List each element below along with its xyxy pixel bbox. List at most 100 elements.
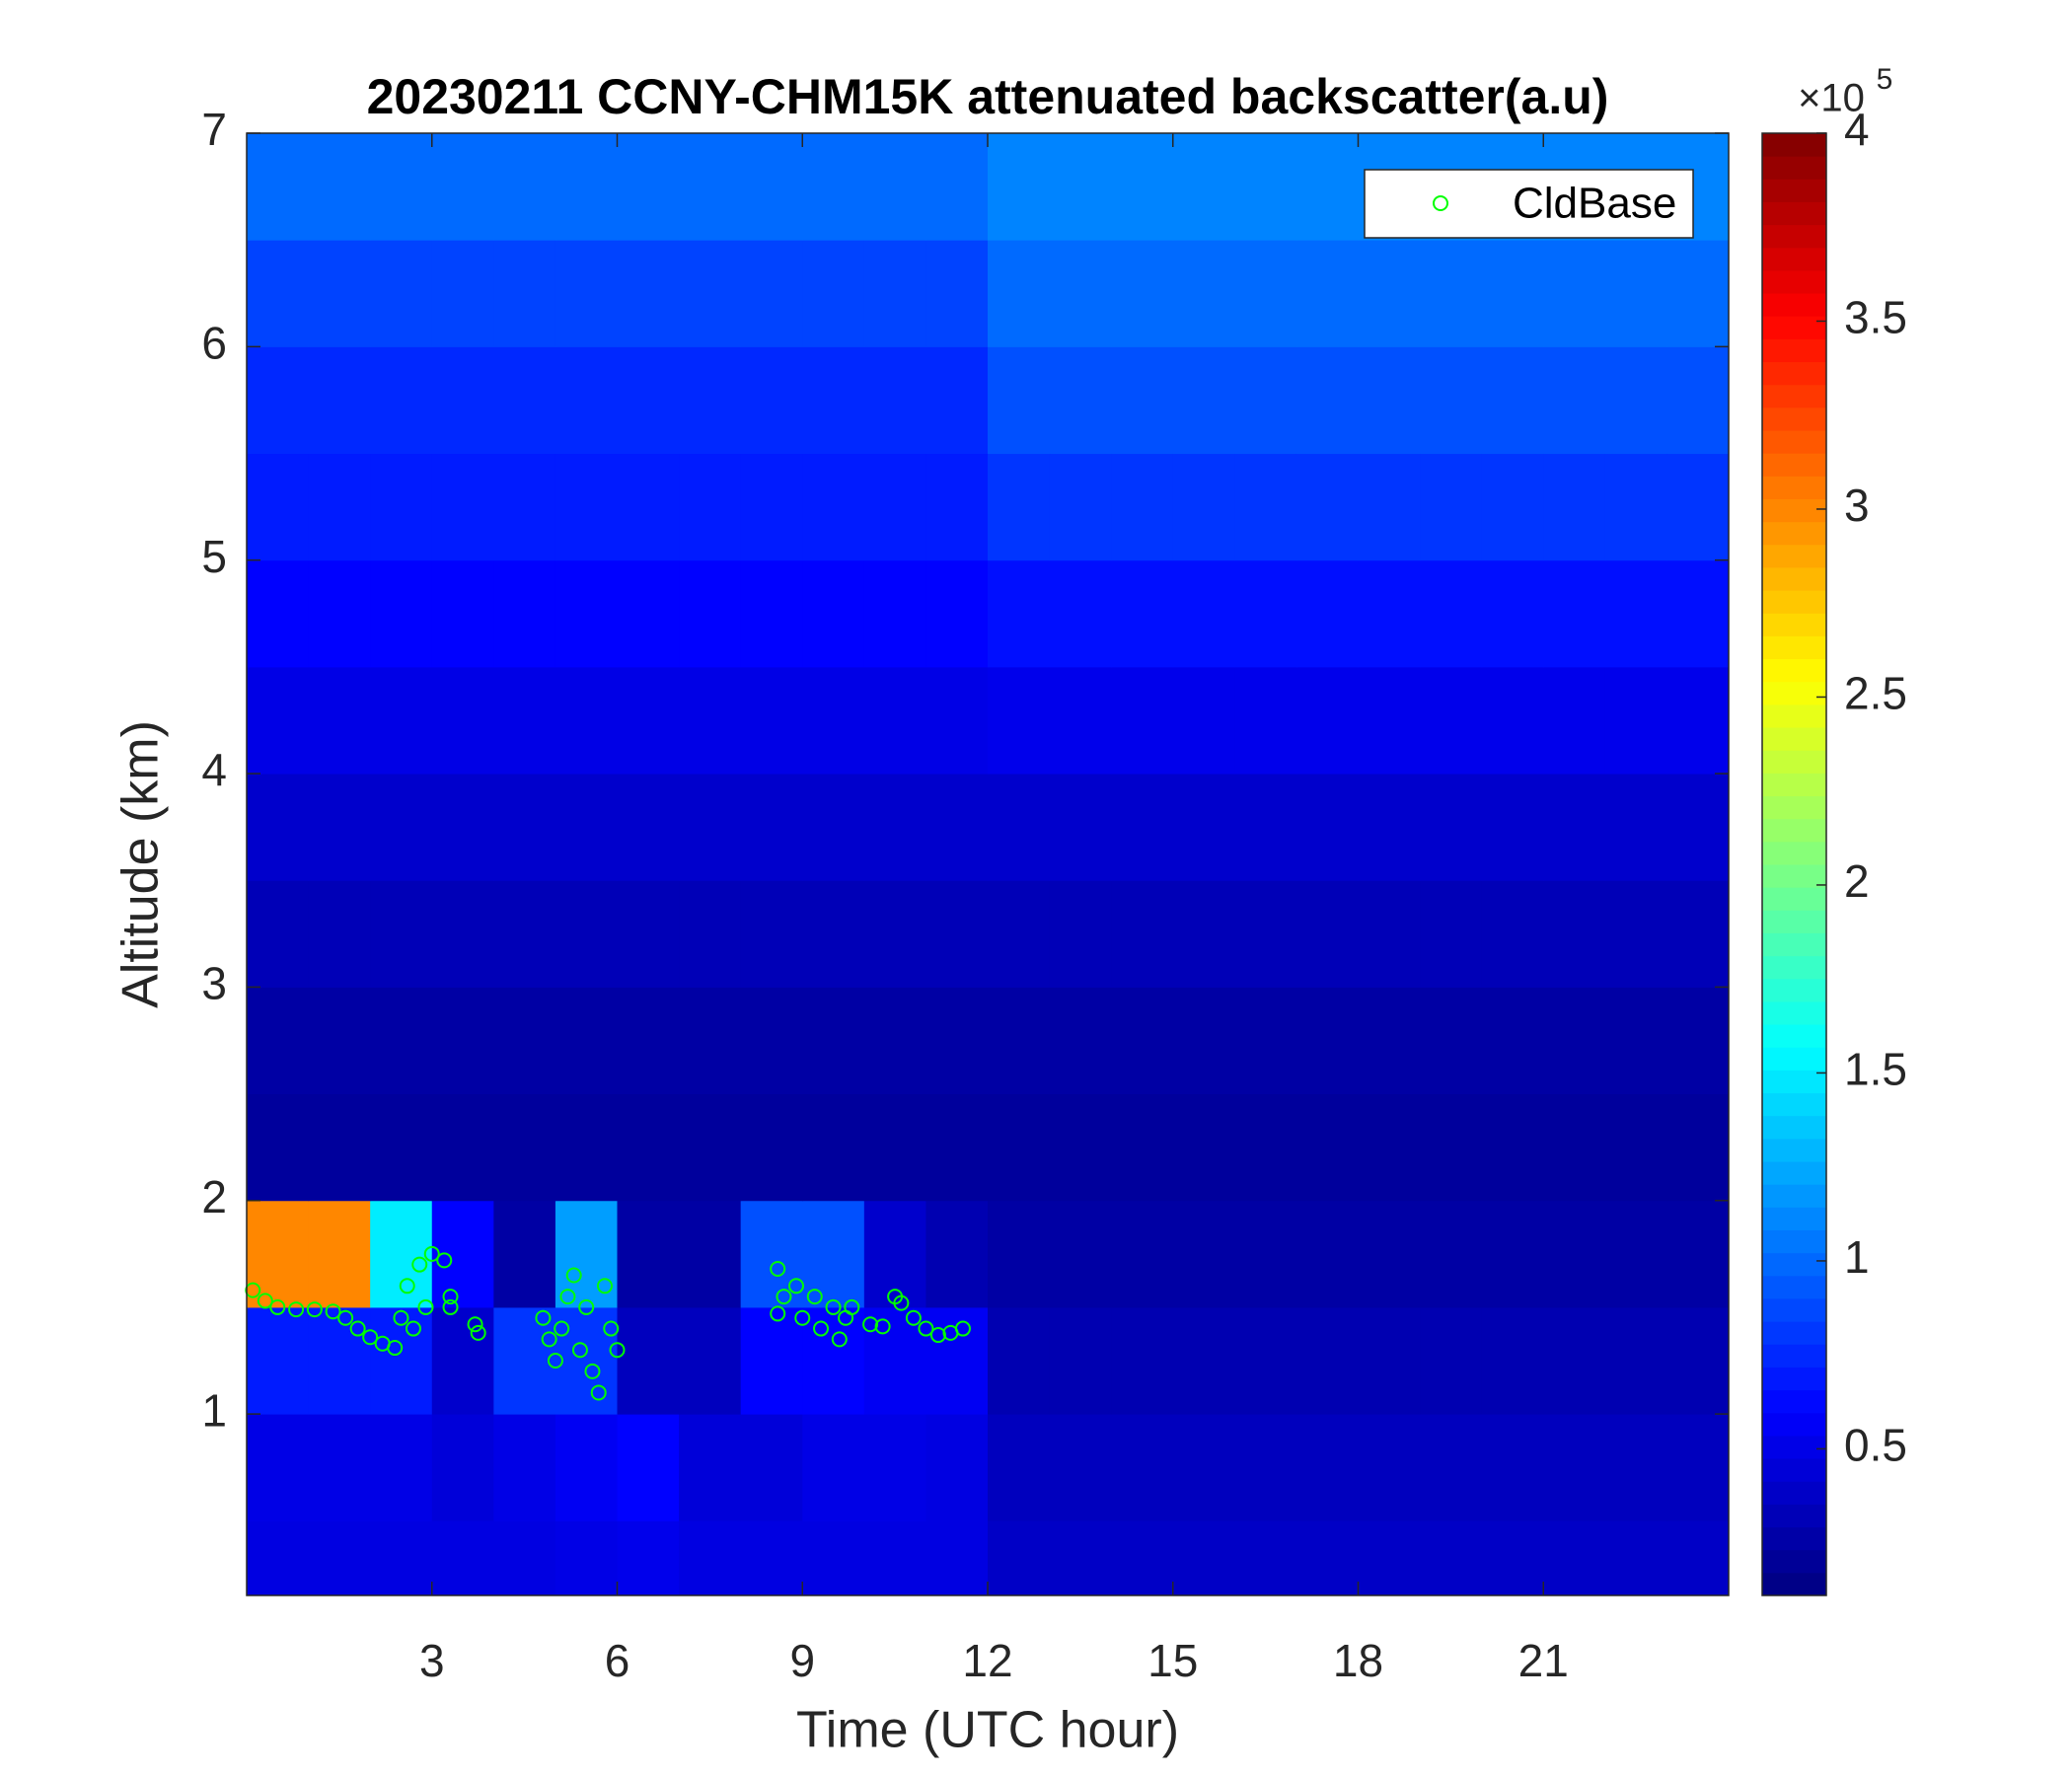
heat-cell: [988, 1093, 1051, 1202]
heat-cell: [1111, 1520, 1174, 1596]
x-tick-label: 21: [1518, 1635, 1569, 1686]
heat-cell: [1295, 1414, 1359, 1521]
colorbar-step: [1762, 750, 1826, 774]
cloud-base-point: [565, 1267, 582, 1284]
y-tick-label: 4: [201, 744, 227, 795]
heat-cell: [1172, 880, 1235, 988]
heat-cell: [863, 453, 926, 561]
cloud-base-point: [770, 1305, 786, 1322]
heat-cell: [1604, 880, 1667, 988]
legend: CldBase: [1364, 169, 1694, 239]
cloud-base-point: [596, 1278, 613, 1295]
heat-cell: [1543, 666, 1606, 775]
heat-cell: [1481, 453, 1544, 561]
colorbar-step: [1762, 635, 1826, 660]
heat-cell: [555, 1093, 618, 1202]
heat-cell: [555, 240, 618, 347]
colorbar-step: [1762, 590, 1826, 614]
colorbar-step: [1762, 978, 1826, 1002]
overlay: [245, 1245, 971, 1401]
heat-cell: [247, 1306, 310, 1415]
heat-cell: [1358, 774, 1421, 881]
heat-cell: [988, 666, 1051, 775]
heat-cell: [493, 1200, 556, 1308]
heat-cell: [1604, 346, 1667, 455]
heat-cell: [617, 987, 680, 1095]
colorbar-step: [1762, 498, 1826, 523]
heat-cell: [802, 1520, 865, 1596]
heat-cell: [555, 346, 618, 455]
colorbar-tick-label: 2: [1844, 855, 1870, 907]
heat-cell: [617, 559, 680, 668]
heat-cell: [1234, 346, 1297, 455]
heat-cell: [1049, 1200, 1112, 1308]
heat-cell: [308, 880, 371, 988]
heat-cell: [1420, 1520, 1483, 1596]
cloud-base-point: [535, 1309, 552, 1326]
heat-cell: [617, 1414, 680, 1521]
heat-cell: [247, 1414, 310, 1521]
heat-cell: [988, 240, 1051, 347]
colorbar-step: [1762, 1504, 1826, 1528]
colorbar-tick-label: 3: [1844, 480, 1870, 531]
cloud-base-point: [825, 1298, 842, 1315]
cloud-base-point: [559, 1289, 576, 1305]
colorbar-step: [1762, 1047, 1826, 1071]
heat-cell: [1666, 1414, 1730, 1521]
heat-cell: [925, 453, 989, 561]
heat-cell: [679, 1414, 742, 1521]
colorbar-step: [1762, 1024, 1826, 1048]
colorbar-tick-label: 2.5: [1844, 668, 1907, 719]
colorbar-step: [1762, 361, 1826, 386]
heat-cell: [555, 987, 618, 1095]
heat-cell: [308, 666, 371, 775]
heat-cell: [1543, 1093, 1606, 1202]
heat-cell: [617, 1093, 680, 1202]
cloud-base-point: [918, 1320, 934, 1337]
heat-cell: [802, 346, 865, 455]
colorbar-step: [1762, 1092, 1826, 1117]
x-tick-label: 3: [419, 1635, 445, 1686]
heat-cell: [308, 1414, 371, 1521]
heat-cell: [431, 1520, 494, 1596]
heat-cell: [740, 987, 803, 1095]
heat-cell: [370, 880, 433, 988]
heat-cell: [617, 880, 680, 988]
colorbar-step: [1762, 430, 1826, 454]
heat-cell: [431, 774, 494, 881]
heat-cell: [555, 559, 618, 668]
heat-cell: [1234, 1200, 1297, 1308]
cloud-base-point: [954, 1320, 971, 1337]
heat-cell: [1111, 1200, 1174, 1308]
heat-cell: [679, 666, 742, 775]
heat-cell: [1295, 666, 1359, 775]
heat-cell: [988, 1520, 1051, 1596]
heat-cell: [1604, 453, 1667, 561]
cloud-base-point: [393, 1309, 409, 1326]
heat-cell: [1234, 559, 1297, 668]
cloud-base-point: [349, 1320, 366, 1337]
heat-cell: [988, 1414, 1051, 1521]
heat-cell: [679, 559, 742, 668]
heat-cell: [1666, 453, 1730, 561]
heat-cell: [370, 240, 433, 347]
heat-cell: [740, 559, 803, 668]
heat-cell: [679, 453, 742, 561]
heat-cell: [679, 1306, 742, 1415]
heat-cell: [1666, 1200, 1730, 1308]
heat-cell: [370, 346, 433, 455]
heat-cell: [1234, 133, 1297, 241]
heat-cell: [493, 774, 556, 881]
heat-cell: [1295, 774, 1359, 881]
heat-cell: [1543, 1200, 1606, 1308]
heat-cell: [863, 559, 926, 668]
heat-cell: [1358, 240, 1421, 347]
heat-cell: [431, 346, 494, 455]
heat-cell: [925, 240, 989, 347]
heat-cell: [1295, 1306, 1359, 1415]
heat-cell: [863, 133, 926, 241]
heat-cell: [1172, 453, 1235, 561]
heat-cell: [617, 1520, 680, 1596]
heat-cell: [1420, 559, 1483, 668]
heat-cell: [308, 1093, 371, 1202]
